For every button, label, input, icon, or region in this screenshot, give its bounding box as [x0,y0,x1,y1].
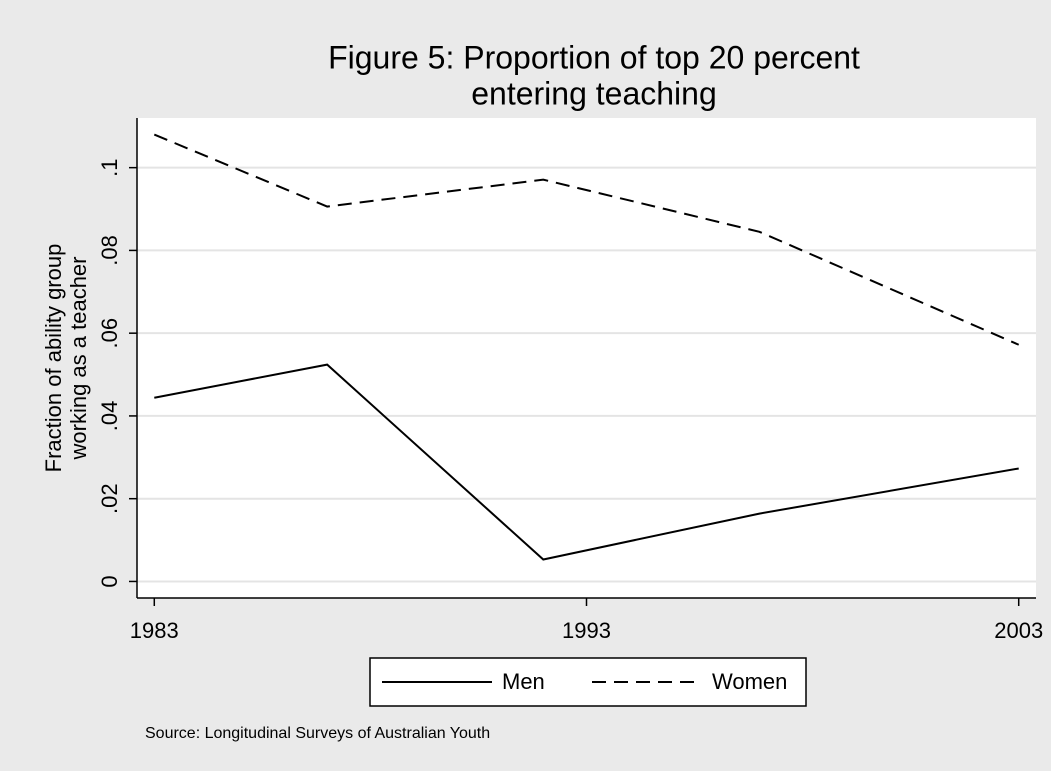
series-line [153,133,1020,346]
plot-area [137,118,1036,598]
x-tick-label: 1983 [130,618,179,643]
y-axis-title: Fraction of ability group [41,244,66,473]
y-tick-label: .04 [97,401,122,432]
legend-label: Women [712,669,787,694]
y-tick-label: .02 [97,483,122,514]
x-tick-label: 1993 [562,618,611,643]
x-tick-label: 2003 [994,618,1043,643]
chart-title: entering teaching [471,75,717,111]
y-tick-label: 0 [97,575,122,587]
y-axis-title: working as a teacher [66,257,91,461]
y-tick-label: .08 [97,235,122,266]
y-tick-label: .1 [97,158,122,176]
series-line [154,363,1019,561]
chart-title: Figure 5: Proportion of top 20 percent [328,39,860,75]
legend-label: Men [502,669,545,694]
y-tick-label: .06 [97,318,122,349]
source-note: Source: Longitudinal Surveys of Australi… [145,725,490,742]
